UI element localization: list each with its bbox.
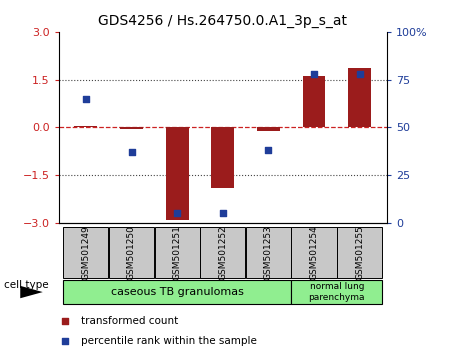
Text: caseous TB granulomas: caseous TB granulomas — [111, 287, 243, 297]
Bar — [63, 227, 108, 278]
Bar — [292, 227, 337, 278]
Bar — [200, 227, 245, 278]
Text: GSM501251: GSM501251 — [173, 225, 182, 280]
Bar — [74, 126, 97, 127]
Bar — [120, 127, 143, 129]
Text: GSM501253: GSM501253 — [264, 225, 273, 280]
Bar — [302, 76, 325, 127]
Point — [62, 338, 69, 344]
Text: GSM501249: GSM501249 — [81, 225, 90, 280]
Point — [82, 96, 90, 102]
Text: GSM501254: GSM501254 — [310, 225, 319, 280]
Title: GDS4256 / Hs.264750.0.A1_3p_s_at: GDS4256 / Hs.264750.0.A1_3p_s_at — [98, 14, 347, 28]
Bar — [257, 127, 280, 131]
Bar — [292, 280, 382, 304]
Bar — [109, 227, 154, 278]
Point — [310, 71, 318, 77]
Bar — [337, 227, 382, 278]
Point — [265, 148, 272, 153]
Point — [219, 211, 226, 216]
Bar — [348, 69, 371, 127]
Text: GSM501252: GSM501252 — [218, 225, 227, 280]
Text: cell type: cell type — [4, 280, 49, 290]
Text: GSM501255: GSM501255 — [355, 225, 364, 280]
Bar — [63, 280, 291, 304]
Text: transformed count: transformed count — [81, 316, 179, 326]
Bar — [154, 227, 200, 278]
Point — [356, 71, 363, 77]
Point — [62, 318, 69, 324]
Text: GSM501250: GSM501250 — [127, 225, 136, 280]
Polygon shape — [20, 286, 43, 298]
Text: percentile rank within the sample: percentile rank within the sample — [81, 336, 257, 346]
Point — [128, 149, 135, 155]
Point — [174, 211, 181, 216]
Bar — [166, 127, 189, 220]
Bar — [246, 227, 291, 278]
Text: normal lung
parenchyma: normal lung parenchyma — [309, 282, 365, 302]
Bar — [212, 127, 234, 188]
